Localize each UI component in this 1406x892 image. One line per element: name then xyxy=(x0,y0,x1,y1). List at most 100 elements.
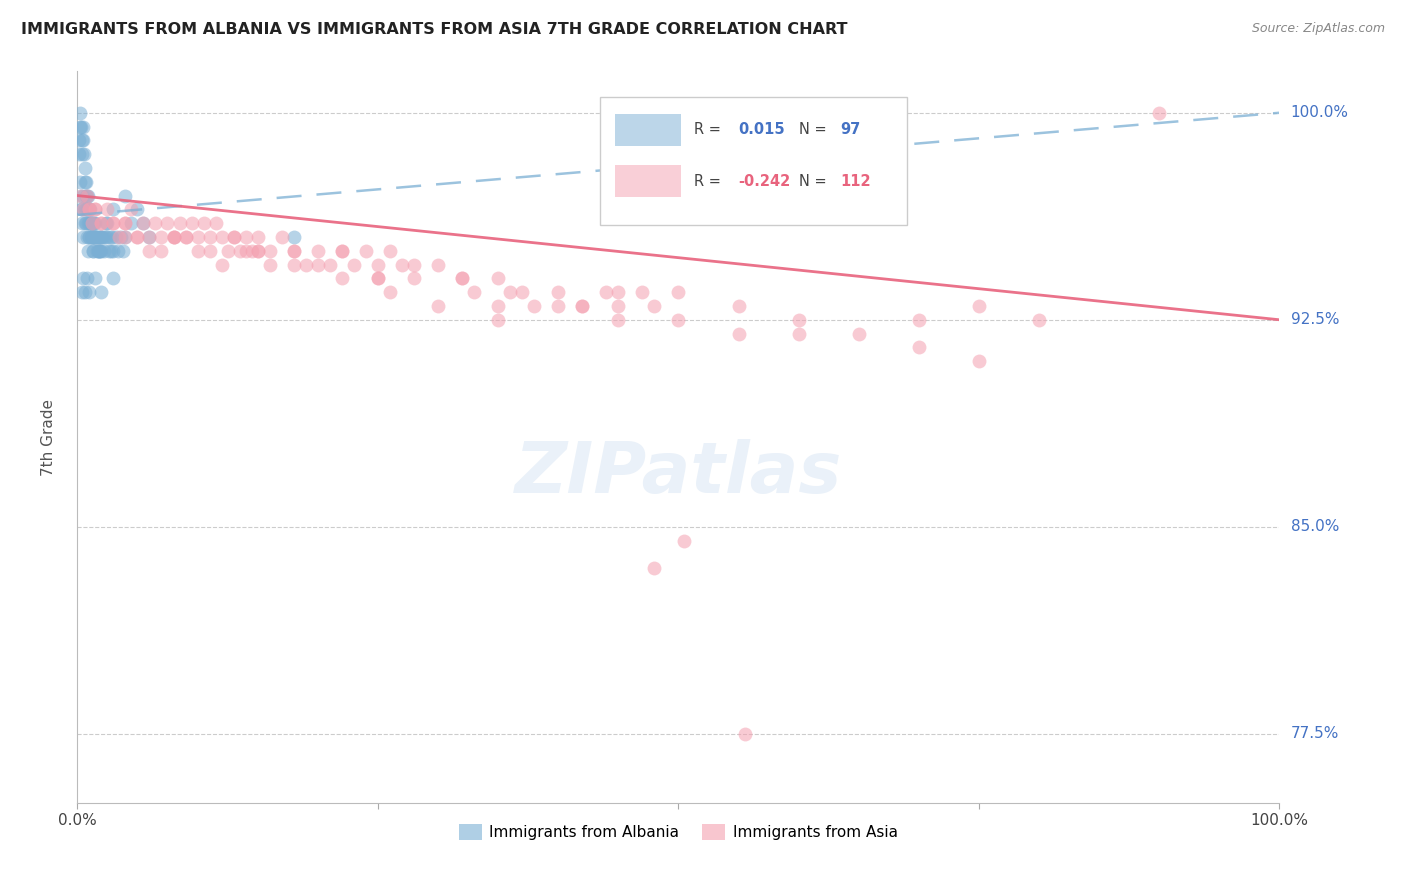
Point xyxy=(93,244,115,258)
Point xyxy=(354,244,377,258)
Point xyxy=(69,105,91,120)
Point xyxy=(607,285,630,300)
Point xyxy=(908,312,931,326)
Point xyxy=(787,326,810,341)
Point xyxy=(270,230,292,244)
Point xyxy=(104,230,127,244)
Point xyxy=(75,202,97,217)
Point xyxy=(222,230,245,244)
Point xyxy=(73,202,96,217)
Point xyxy=(75,175,97,189)
Point xyxy=(84,202,107,217)
Point xyxy=(463,285,485,300)
Point xyxy=(84,271,107,285)
Point xyxy=(111,244,134,258)
Point xyxy=(114,230,136,244)
Point xyxy=(127,230,149,244)
Point xyxy=(73,147,96,161)
Point xyxy=(330,244,353,258)
Point xyxy=(76,202,98,217)
Point xyxy=(607,299,630,313)
Point xyxy=(82,244,104,258)
Legend: Immigrants from Albania, Immigrants from Asia: Immigrants from Albania, Immigrants from… xyxy=(453,818,904,847)
Point xyxy=(451,271,474,285)
Point xyxy=(571,299,593,313)
Point xyxy=(378,244,401,258)
Point xyxy=(198,230,221,244)
Text: 112: 112 xyxy=(841,174,872,188)
Point xyxy=(668,285,690,300)
Point xyxy=(967,354,990,368)
Point xyxy=(72,202,94,217)
Point xyxy=(138,230,160,244)
Point xyxy=(77,244,100,258)
Point xyxy=(100,244,122,258)
Point xyxy=(79,285,101,300)
Point xyxy=(90,216,112,230)
Point xyxy=(98,230,121,244)
Point xyxy=(643,561,665,575)
Point xyxy=(73,285,96,300)
Point xyxy=(91,230,114,244)
Point xyxy=(246,244,269,258)
Point xyxy=(70,202,93,217)
Text: 85.0%: 85.0% xyxy=(1291,519,1339,534)
Point xyxy=(571,299,593,313)
Text: R =: R = xyxy=(695,174,721,188)
Point xyxy=(80,230,103,244)
Point xyxy=(79,216,101,230)
Point xyxy=(211,230,233,244)
Point xyxy=(84,202,107,217)
Point xyxy=(307,258,329,272)
Point xyxy=(80,216,103,230)
Point xyxy=(103,271,125,285)
Point xyxy=(79,230,101,244)
Point xyxy=(89,244,111,258)
Point xyxy=(70,147,93,161)
Point xyxy=(132,216,155,230)
Point xyxy=(908,340,931,354)
Point xyxy=(787,312,810,326)
Point xyxy=(451,271,474,285)
Point xyxy=(97,244,120,258)
Point xyxy=(82,230,104,244)
Point xyxy=(211,258,233,272)
Point xyxy=(77,216,100,230)
Point xyxy=(486,312,509,326)
FancyBboxPatch shape xyxy=(614,114,681,146)
Point xyxy=(367,258,389,272)
Point xyxy=(70,285,93,300)
Point xyxy=(77,202,100,217)
Point xyxy=(90,285,112,300)
Point xyxy=(283,244,305,258)
Point xyxy=(523,299,546,313)
Point xyxy=(90,230,112,244)
Point xyxy=(259,258,281,272)
Point xyxy=(108,230,131,244)
Text: 100.0%: 100.0% xyxy=(1291,105,1348,120)
Point xyxy=(162,230,184,244)
Text: 92.5%: 92.5% xyxy=(1291,312,1339,327)
Point xyxy=(391,258,413,272)
Point xyxy=(96,216,118,230)
Point xyxy=(67,133,90,147)
Point xyxy=(1149,105,1171,120)
Point xyxy=(510,285,533,300)
Point xyxy=(114,230,136,244)
Text: 97: 97 xyxy=(841,122,860,137)
Point xyxy=(217,244,239,258)
Point xyxy=(72,188,94,202)
Point xyxy=(734,727,756,741)
Point xyxy=(162,230,184,244)
Point xyxy=(193,216,215,230)
Point xyxy=(76,188,98,202)
Point xyxy=(367,271,389,285)
Point xyxy=(246,230,269,244)
Point xyxy=(73,216,96,230)
Point xyxy=(607,312,630,326)
Point xyxy=(96,230,118,244)
Point xyxy=(101,230,124,244)
Point xyxy=(76,188,98,202)
Point xyxy=(79,202,101,217)
Point xyxy=(70,202,93,217)
